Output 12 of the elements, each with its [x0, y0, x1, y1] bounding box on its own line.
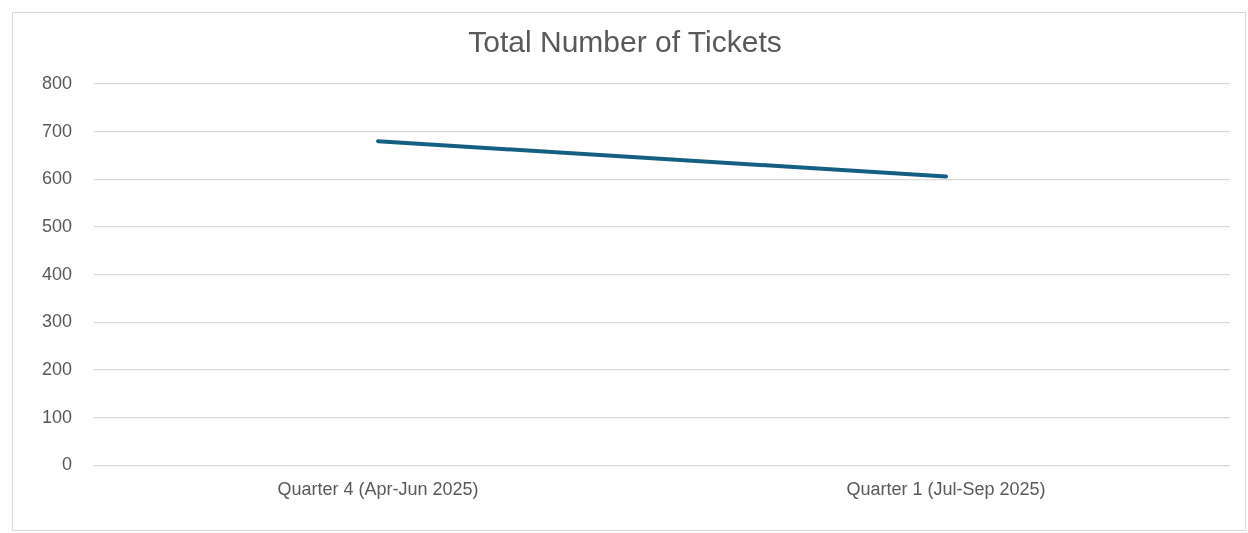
y-tick-label: 400 [41, 263, 73, 284]
y-tick-label: 300 [41, 311, 73, 332]
y-tick-label: 100 [41, 406, 73, 427]
y-tick-label: 0 [62, 454, 73, 475]
y-tick-label: 800 [41, 72, 73, 93]
x-tick-label: Quarter 1 (Jul-Sep 2025) [846, 479, 1046, 500]
y-tick-label: 500 [41, 215, 73, 236]
x-tick-label: Quarter 4 (Apr-Jun 2025) [277, 479, 479, 500]
chart-title: Total Number of Tickets [468, 25, 782, 59]
y-tick-label: 200 [41, 359, 73, 380]
y-tick-label: 700 [41, 120, 73, 141]
y-tick-label: 600 [41, 168, 73, 189]
